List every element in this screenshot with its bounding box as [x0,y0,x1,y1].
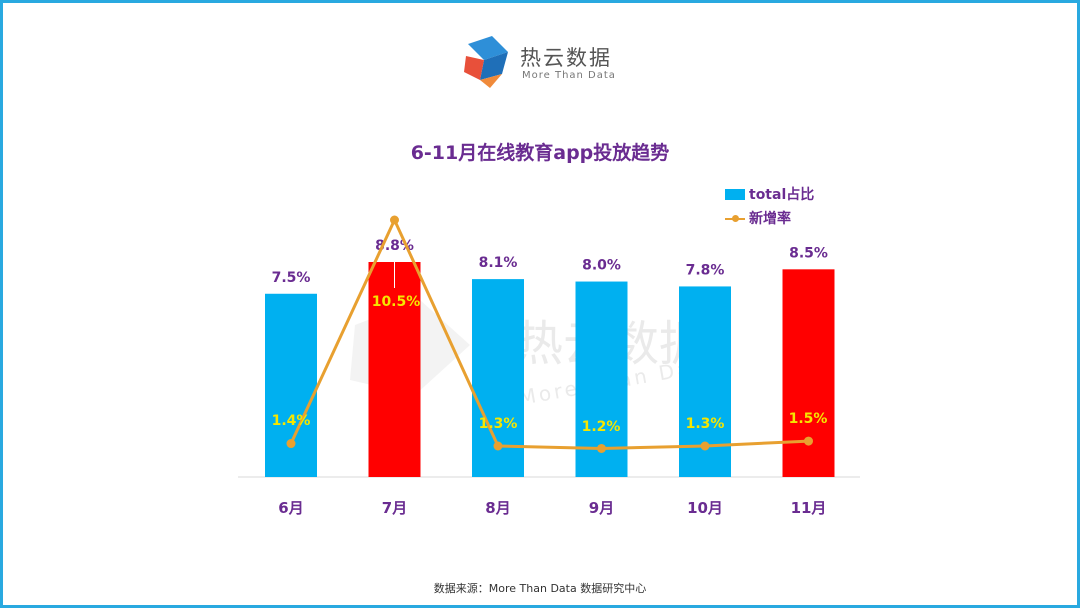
line-point-2 [390,215,399,225]
bar-label-1: 7.5% [272,270,311,286]
legend-swatch-line [725,213,745,224]
x-tick-label-5: 10月 [687,499,723,517]
legend-item-bar: total占比 [725,183,814,205]
x-tick-label-3: 8月 [485,499,510,517]
line-point-4 [597,443,606,453]
line-label-1: 1.4% [272,413,311,429]
x-tick-label-4: 9月 [589,499,614,517]
logo-tagline: More Than Data [522,70,616,81]
legend-label-bar: total占比 [749,187,815,203]
line-label-2: 10.5% [372,294,421,310]
line-point-5 [700,441,710,451]
chart-title: 6-11月在线教育app投放趋势 [410,142,670,164]
bar-label-4: 8.0% [582,258,621,274]
line-label-4: 1.2% [582,419,621,435]
bar-2 [368,262,421,477]
bar-label-6: 8.5% [789,245,828,261]
x-tick-label-2: 7月 [382,499,407,517]
logo-name: 热云数据 [520,46,612,70]
x-tick-label-1: 6月 [278,499,303,517]
legend-swatch-bar [725,188,745,200]
line-label-5: 1.3% [686,416,725,432]
bar-label-5: 7.8% [686,262,725,278]
line-label-6: 1.5% [789,411,828,427]
line-series-new-rate [289,218,809,450]
line-point-1 [286,439,296,449]
bar-6 [782,269,835,477]
line-point-6 [804,436,813,446]
legend-item-line: 新增率 [725,207,814,229]
bar-label-3: 8.1% [479,255,518,271]
reyun-logo-icon [464,36,508,88]
source-footnote: 数据来源：More Than Data 数据研究中心 [433,582,647,595]
line-label-3: 1.3% [479,416,518,432]
line-point-3 [493,441,503,451]
chart-legend: total占比 新增率 [725,183,814,231]
brand-logo: 热云数据 More Than Data [462,34,632,94]
bar-1 [265,293,317,477]
x-tick-label-6: 11月 [791,499,827,517]
legend-label-line: 新增率 [749,211,791,227]
